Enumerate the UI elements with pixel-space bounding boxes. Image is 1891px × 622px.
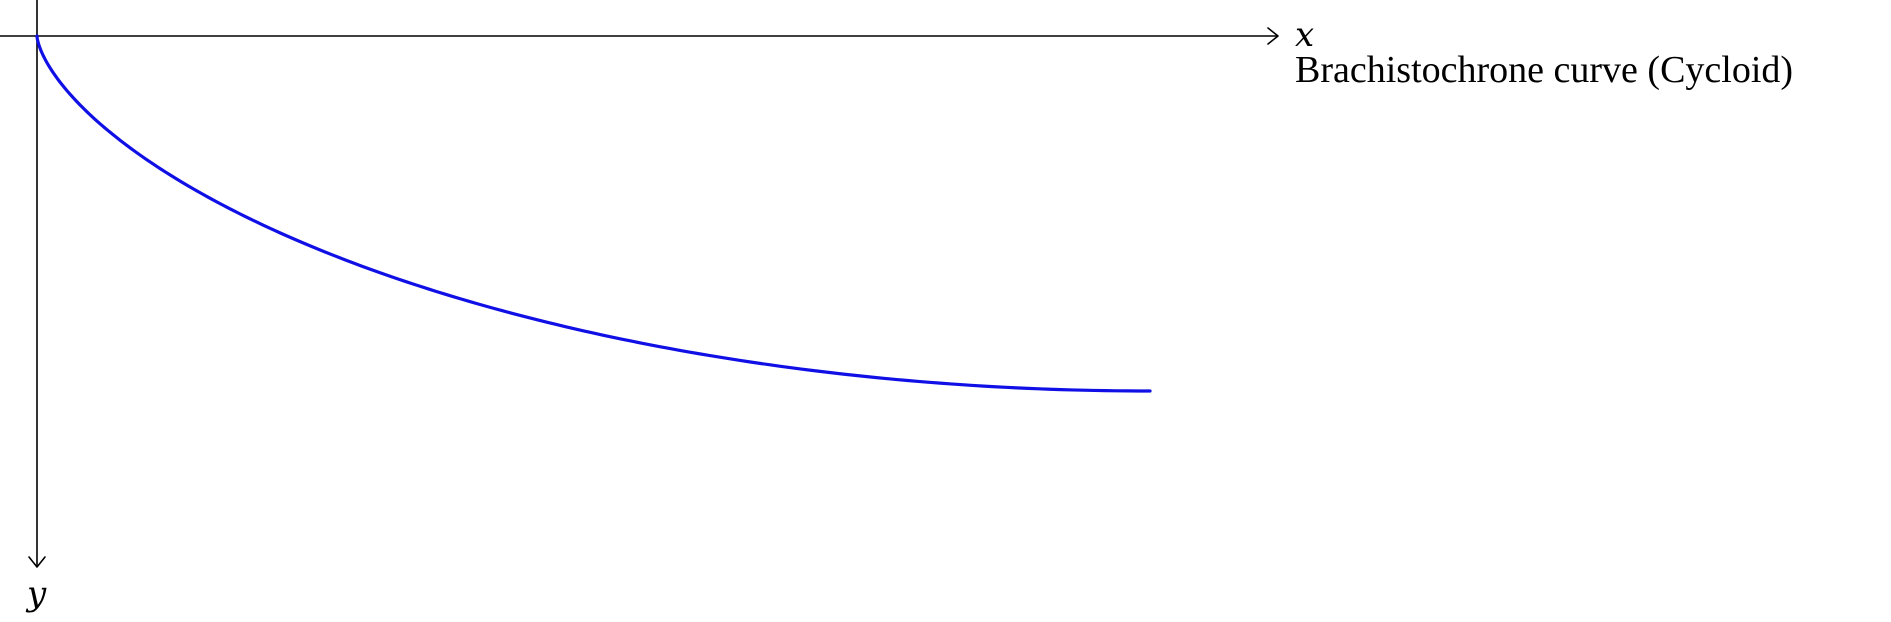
- y-axis-arrowhead: [28, 556, 46, 568]
- x-axis-label: x: [1295, 15, 1314, 55]
- x-axis-arrowhead: [1267, 27, 1279, 45]
- cycloid-curve: [35, 34, 1152, 393]
- curve-label: Brachistochrone curve (Cycloid): [1295, 49, 1793, 91]
- y-axis-label: y: [25, 574, 47, 614]
